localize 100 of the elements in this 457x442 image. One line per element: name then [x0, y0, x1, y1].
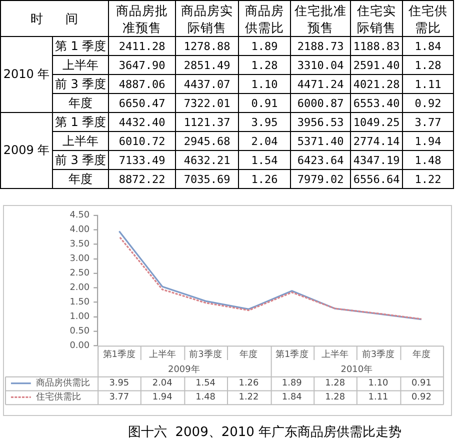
text: 1.48 — [414, 154, 442, 166]
text: 2010年 — [340, 364, 373, 375]
text: 3310.04 — [297, 58, 344, 72]
data-label: 1.48 — [196, 392, 216, 402]
category-label: 年度 — [68, 96, 92, 110]
text: 2945.68 — [184, 134, 230, 148]
x-tick-label: 第1季度 — [276, 348, 308, 360]
text: 1188.83 — [353, 40, 400, 52]
x-tick-label: 上半年 — [148, 348, 176, 360]
text: 1.11 — [414, 78, 442, 90]
category-label: 商品房批准预售 — [108, 0, 176, 36]
legend-label: 商品房供需比 — [36, 378, 90, 389]
data-label: 1.54 — [196, 378, 216, 389]
y-tick-label: 4.50 — [70, 210, 90, 221]
data-label: 3.95 — [109, 378, 130, 389]
text: 4471.24 — [297, 78, 344, 90]
category-label: 年度 — [68, 172, 92, 186]
x-tick-label: 第1季度 — [102, 348, 136, 360]
text: 0.92 — [414, 96, 442, 110]
text: 2010 年 — [0, 36, 52, 112]
text: 7035.69 — [184, 172, 230, 186]
y-tick-label: 1.50 — [70, 298, 90, 308]
x-tick-label: 前3季度 — [189, 348, 222, 360]
text: 1.28 — [251, 58, 278, 72]
text: 3.95 — [251, 116, 278, 128]
text: 7133.49 — [118, 154, 166, 166]
text: 1049.25 — [353, 116, 400, 128]
y-tick-label: 0.00 — [70, 341, 90, 351]
text: 0.91 — [251, 96, 278, 110]
text: 6553.40 — [353, 96, 400, 110]
y-tick-label: 3.00 — [70, 254, 90, 264]
category-label: 住宅供需比 — [402, 0, 454, 36]
category-label: 商品房实际销售 — [176, 0, 239, 36]
text: 1.89 — [251, 40, 278, 52]
category-label: 第 1 季度 — [54, 38, 106, 52]
y-tick-label: 2.50 — [70, 268, 90, 279]
data-label: 1.28 — [325, 378, 346, 389]
text: 4632.21 — [184, 154, 230, 166]
x-tick-label: 年度 — [412, 348, 430, 360]
text: 2.04 — [251, 134, 278, 148]
text: 1121.37 — [184, 116, 230, 128]
text: 7979.02 — [297, 172, 344, 186]
text: 8872.22 — [118, 172, 166, 186]
text: 2591.40 — [353, 58, 400, 72]
text: 2009年 — [168, 364, 200, 375]
text: 2009 年 — [0, 112, 52, 188]
data-label: 1.89 — [282, 378, 302, 389]
text: 4021.28 — [353, 78, 400, 90]
x-tick-label: 上半年 — [322, 348, 349, 360]
data-label: 1.94 — [152, 392, 173, 402]
text: 1.84 — [414, 40, 442, 52]
text: 6010.72 — [118, 134, 166, 148]
y-tick-label: 0.50 — [70, 326, 90, 336]
text: 3956.53 — [297, 116, 344, 128]
legend-label: 住宅供需比 — [36, 392, 81, 402]
data-label: 1.28 — [325, 392, 346, 402]
text: 1.10 — [251, 78, 278, 90]
text: 3647.90 — [118, 58, 166, 72]
text: 4887.06 — [118, 78, 166, 90]
text: 4432.40 — [118, 116, 166, 128]
text: 5371.40 — [297, 134, 344, 148]
text: 7322.01 — [184, 96, 230, 110]
category-label: 第 1 季度 — [54, 114, 106, 128]
text: 1.54 — [251, 154, 278, 166]
text: 4347.19 — [353, 154, 400, 166]
data-label: 1.22 — [238, 392, 259, 402]
text: 6000.87 — [297, 96, 344, 110]
data-label: 0.91 — [411, 378, 432, 389]
data-label: 0.92 — [411, 392, 432, 402]
text: 图十六 2009、2010 年广东商品房供需比走势 — [128, 424, 402, 441]
category-label: 前 3 季度 — [54, 76, 106, 90]
text: 1.94 — [414, 134, 442, 148]
y-tick-label: 2.00 — [70, 283, 90, 294]
category-label: 上半年 — [62, 58, 98, 72]
text: 6423.64 — [297, 154, 344, 166]
x-tick-label: 前3季度 — [362, 348, 395, 360]
text: 1.26 — [251, 172, 278, 186]
data-label: 3.77 — [109, 392, 130, 402]
text: 时 间 — [0, 0, 109, 36]
y-tick-label: 1.00 — [70, 312, 90, 322]
data-label: 1.10 — [368, 378, 389, 389]
category-label: 商品房供需比 — [238, 0, 291, 36]
text: 1.28 — [414, 58, 442, 72]
text: 2188.73 — [297, 40, 344, 52]
data-label: 1.11 — [368, 392, 388, 402]
y-tick-label: 3.50 — [70, 240, 90, 250]
data-label: 2.04 — [152, 378, 173, 389]
text: 6556.64 — [353, 172, 400, 186]
x-tick-label: 年度 — [240, 348, 258, 360]
category-label: 住宅实际销售 — [350, 0, 403, 36]
text: 6650.47 — [118, 96, 166, 110]
category-label: 前 3 季度 — [54, 152, 106, 166]
category-label: 住宅批准预售 — [290, 0, 351, 36]
text: 3.77 — [414, 116, 442, 128]
text: 4437.07 — [184, 78, 230, 90]
data-label: 1.84 — [282, 392, 302, 402]
text: 1278.88 — [184, 40, 230, 52]
text: 2774.14 — [353, 134, 400, 148]
category-label: 上半年 — [62, 134, 98, 148]
data-label: 1.26 — [238, 378, 259, 389]
